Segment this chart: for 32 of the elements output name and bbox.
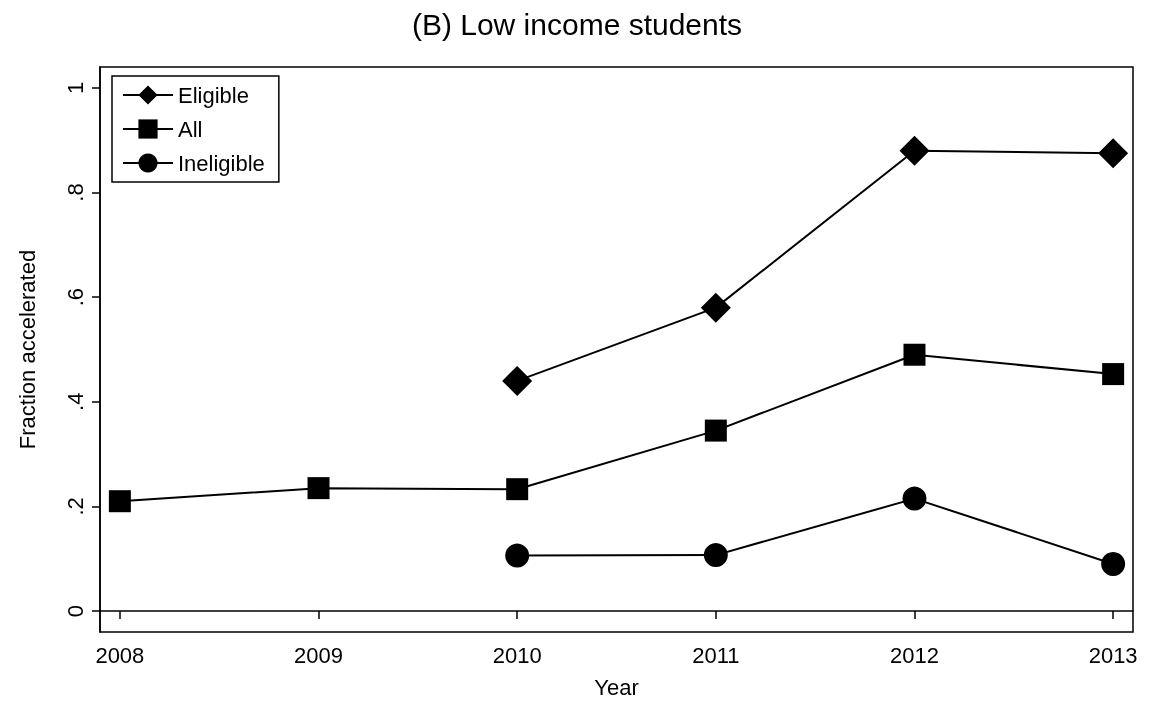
point xyxy=(108,490,131,513)
point xyxy=(704,419,727,442)
y-tick-label: .6 xyxy=(62,288,88,307)
point xyxy=(1098,138,1129,169)
x-tick-label: 2009 xyxy=(294,642,343,668)
x-tick-label: 2011 xyxy=(692,642,740,668)
point xyxy=(899,135,930,166)
legend-label: Ineligible xyxy=(178,150,265,176)
point xyxy=(1102,363,1125,386)
point xyxy=(902,486,927,511)
point xyxy=(703,543,728,568)
point xyxy=(505,543,530,568)
point xyxy=(506,478,529,501)
x-tick-label: 2008 xyxy=(95,642,145,668)
x-tick-label: 2012 xyxy=(890,642,939,668)
x-tick-label: 2013 xyxy=(1088,642,1138,668)
x-axis-title: Year xyxy=(594,674,639,700)
x-tick-label: 2010 xyxy=(492,642,542,668)
point xyxy=(1101,552,1126,576)
y-axis-title: Fraction accelerated xyxy=(14,249,40,450)
chart-title: (B) Low income students xyxy=(411,7,743,41)
y-tick-label: 1 xyxy=(62,81,88,95)
legend-label: Eligible xyxy=(178,82,249,108)
y-tick-label: 0 xyxy=(62,604,88,618)
point xyxy=(502,365,533,396)
point xyxy=(700,292,731,323)
point xyxy=(903,343,926,366)
y-tick-label: .4 xyxy=(62,392,88,411)
legend-label: All xyxy=(178,116,203,142)
y-tick-label: .8 xyxy=(62,183,88,202)
point xyxy=(307,477,330,500)
y-tick-label: .2 xyxy=(62,497,88,516)
